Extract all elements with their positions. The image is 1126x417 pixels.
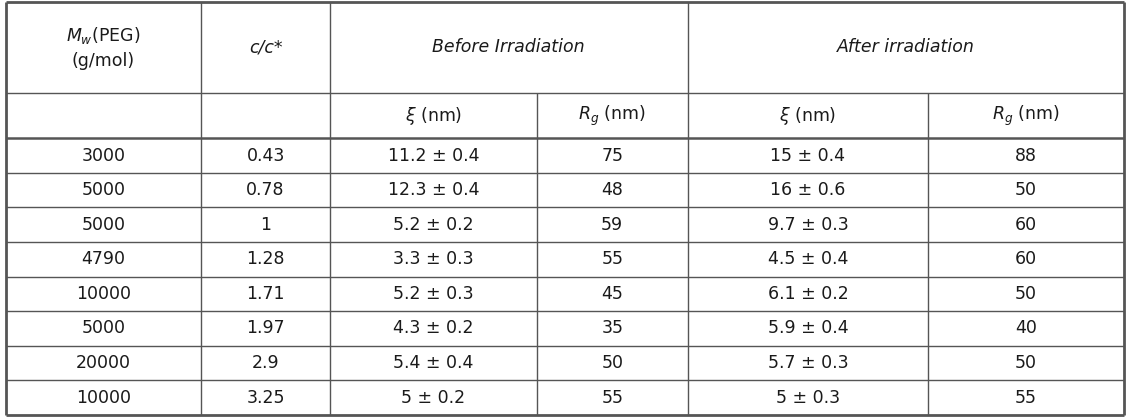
Text: 50: 50	[1015, 354, 1037, 372]
Text: 10000: 10000	[75, 389, 131, 407]
Text: 48: 48	[601, 181, 623, 199]
Text: 3.3 ± 0.3: 3.3 ± 0.3	[393, 250, 474, 268]
Text: Before Irradiation: Before Irradiation	[432, 38, 586, 56]
Text: 50: 50	[601, 354, 623, 372]
Text: 20000: 20000	[75, 354, 131, 372]
Text: 11.2 ± 0.4: 11.2 ± 0.4	[387, 147, 479, 165]
Text: 1.71: 1.71	[247, 285, 285, 303]
Text: 55: 55	[601, 389, 623, 407]
Text: 3000: 3000	[81, 147, 125, 165]
Text: 5 ± 0.2: 5 ± 0.2	[401, 389, 465, 407]
Text: $\xi$ (nm): $\xi$ (nm)	[779, 105, 837, 127]
Text: 5.7 ± 0.3: 5.7 ± 0.3	[768, 354, 848, 372]
Text: 5 ± 0.3: 5 ± 0.3	[776, 389, 840, 407]
Text: 0.78: 0.78	[247, 181, 285, 199]
Text: 60: 60	[1015, 216, 1037, 234]
Text: 1: 1	[260, 216, 271, 234]
Text: $M_w$(PEG)
(g/mol): $M_w$(PEG) (g/mol)	[66, 25, 141, 70]
Text: 6.1 ± 0.2: 6.1 ± 0.2	[768, 285, 848, 303]
Text: 15 ± 0.4: 15 ± 0.4	[770, 147, 846, 165]
Text: $R_g$ (nm): $R_g$ (nm)	[992, 103, 1060, 128]
Text: 45: 45	[601, 285, 623, 303]
Text: 60: 60	[1015, 250, 1037, 268]
Text: 59: 59	[601, 216, 624, 234]
Text: 1.28: 1.28	[247, 250, 285, 268]
Text: 50: 50	[1015, 285, 1037, 303]
Text: 5.2 ± 0.2: 5.2 ± 0.2	[393, 216, 474, 234]
Text: 5000: 5000	[81, 181, 125, 199]
Text: 4790: 4790	[81, 250, 125, 268]
Text: 0.43: 0.43	[247, 147, 285, 165]
Text: 12.3 ± 0.4: 12.3 ± 0.4	[387, 181, 479, 199]
Text: 75: 75	[601, 147, 623, 165]
Text: 4.3 ± 0.2: 4.3 ± 0.2	[393, 319, 474, 337]
Text: 5.4 ± 0.4: 5.4 ± 0.4	[393, 354, 474, 372]
Text: 16 ± 0.6: 16 ± 0.6	[770, 181, 846, 199]
Text: c/c*: c/c*	[249, 38, 283, 56]
Text: 50: 50	[1015, 181, 1037, 199]
Text: 88: 88	[1015, 147, 1037, 165]
Text: 35: 35	[601, 319, 623, 337]
Text: 5000: 5000	[81, 319, 125, 337]
Text: 5.2 ± 0.3: 5.2 ± 0.3	[393, 285, 474, 303]
Text: 55: 55	[601, 250, 623, 268]
Text: 4.5 ± 0.4: 4.5 ± 0.4	[768, 250, 848, 268]
Text: 5.9 ± 0.4: 5.9 ± 0.4	[768, 319, 848, 337]
Text: After irradiation: After irradiation	[837, 38, 975, 56]
Text: 9.7 ± 0.3: 9.7 ± 0.3	[768, 216, 848, 234]
Text: 10000: 10000	[75, 285, 131, 303]
Text: $\xi$ (nm): $\xi$ (nm)	[404, 105, 462, 127]
Text: 1.97: 1.97	[247, 319, 285, 337]
Text: 2.9: 2.9	[252, 354, 279, 372]
Text: 3.25: 3.25	[247, 389, 285, 407]
Text: 5000: 5000	[81, 216, 125, 234]
Text: $R_g$ (nm): $R_g$ (nm)	[579, 103, 646, 128]
Text: 55: 55	[1015, 389, 1037, 407]
Text: 40: 40	[1015, 319, 1037, 337]
